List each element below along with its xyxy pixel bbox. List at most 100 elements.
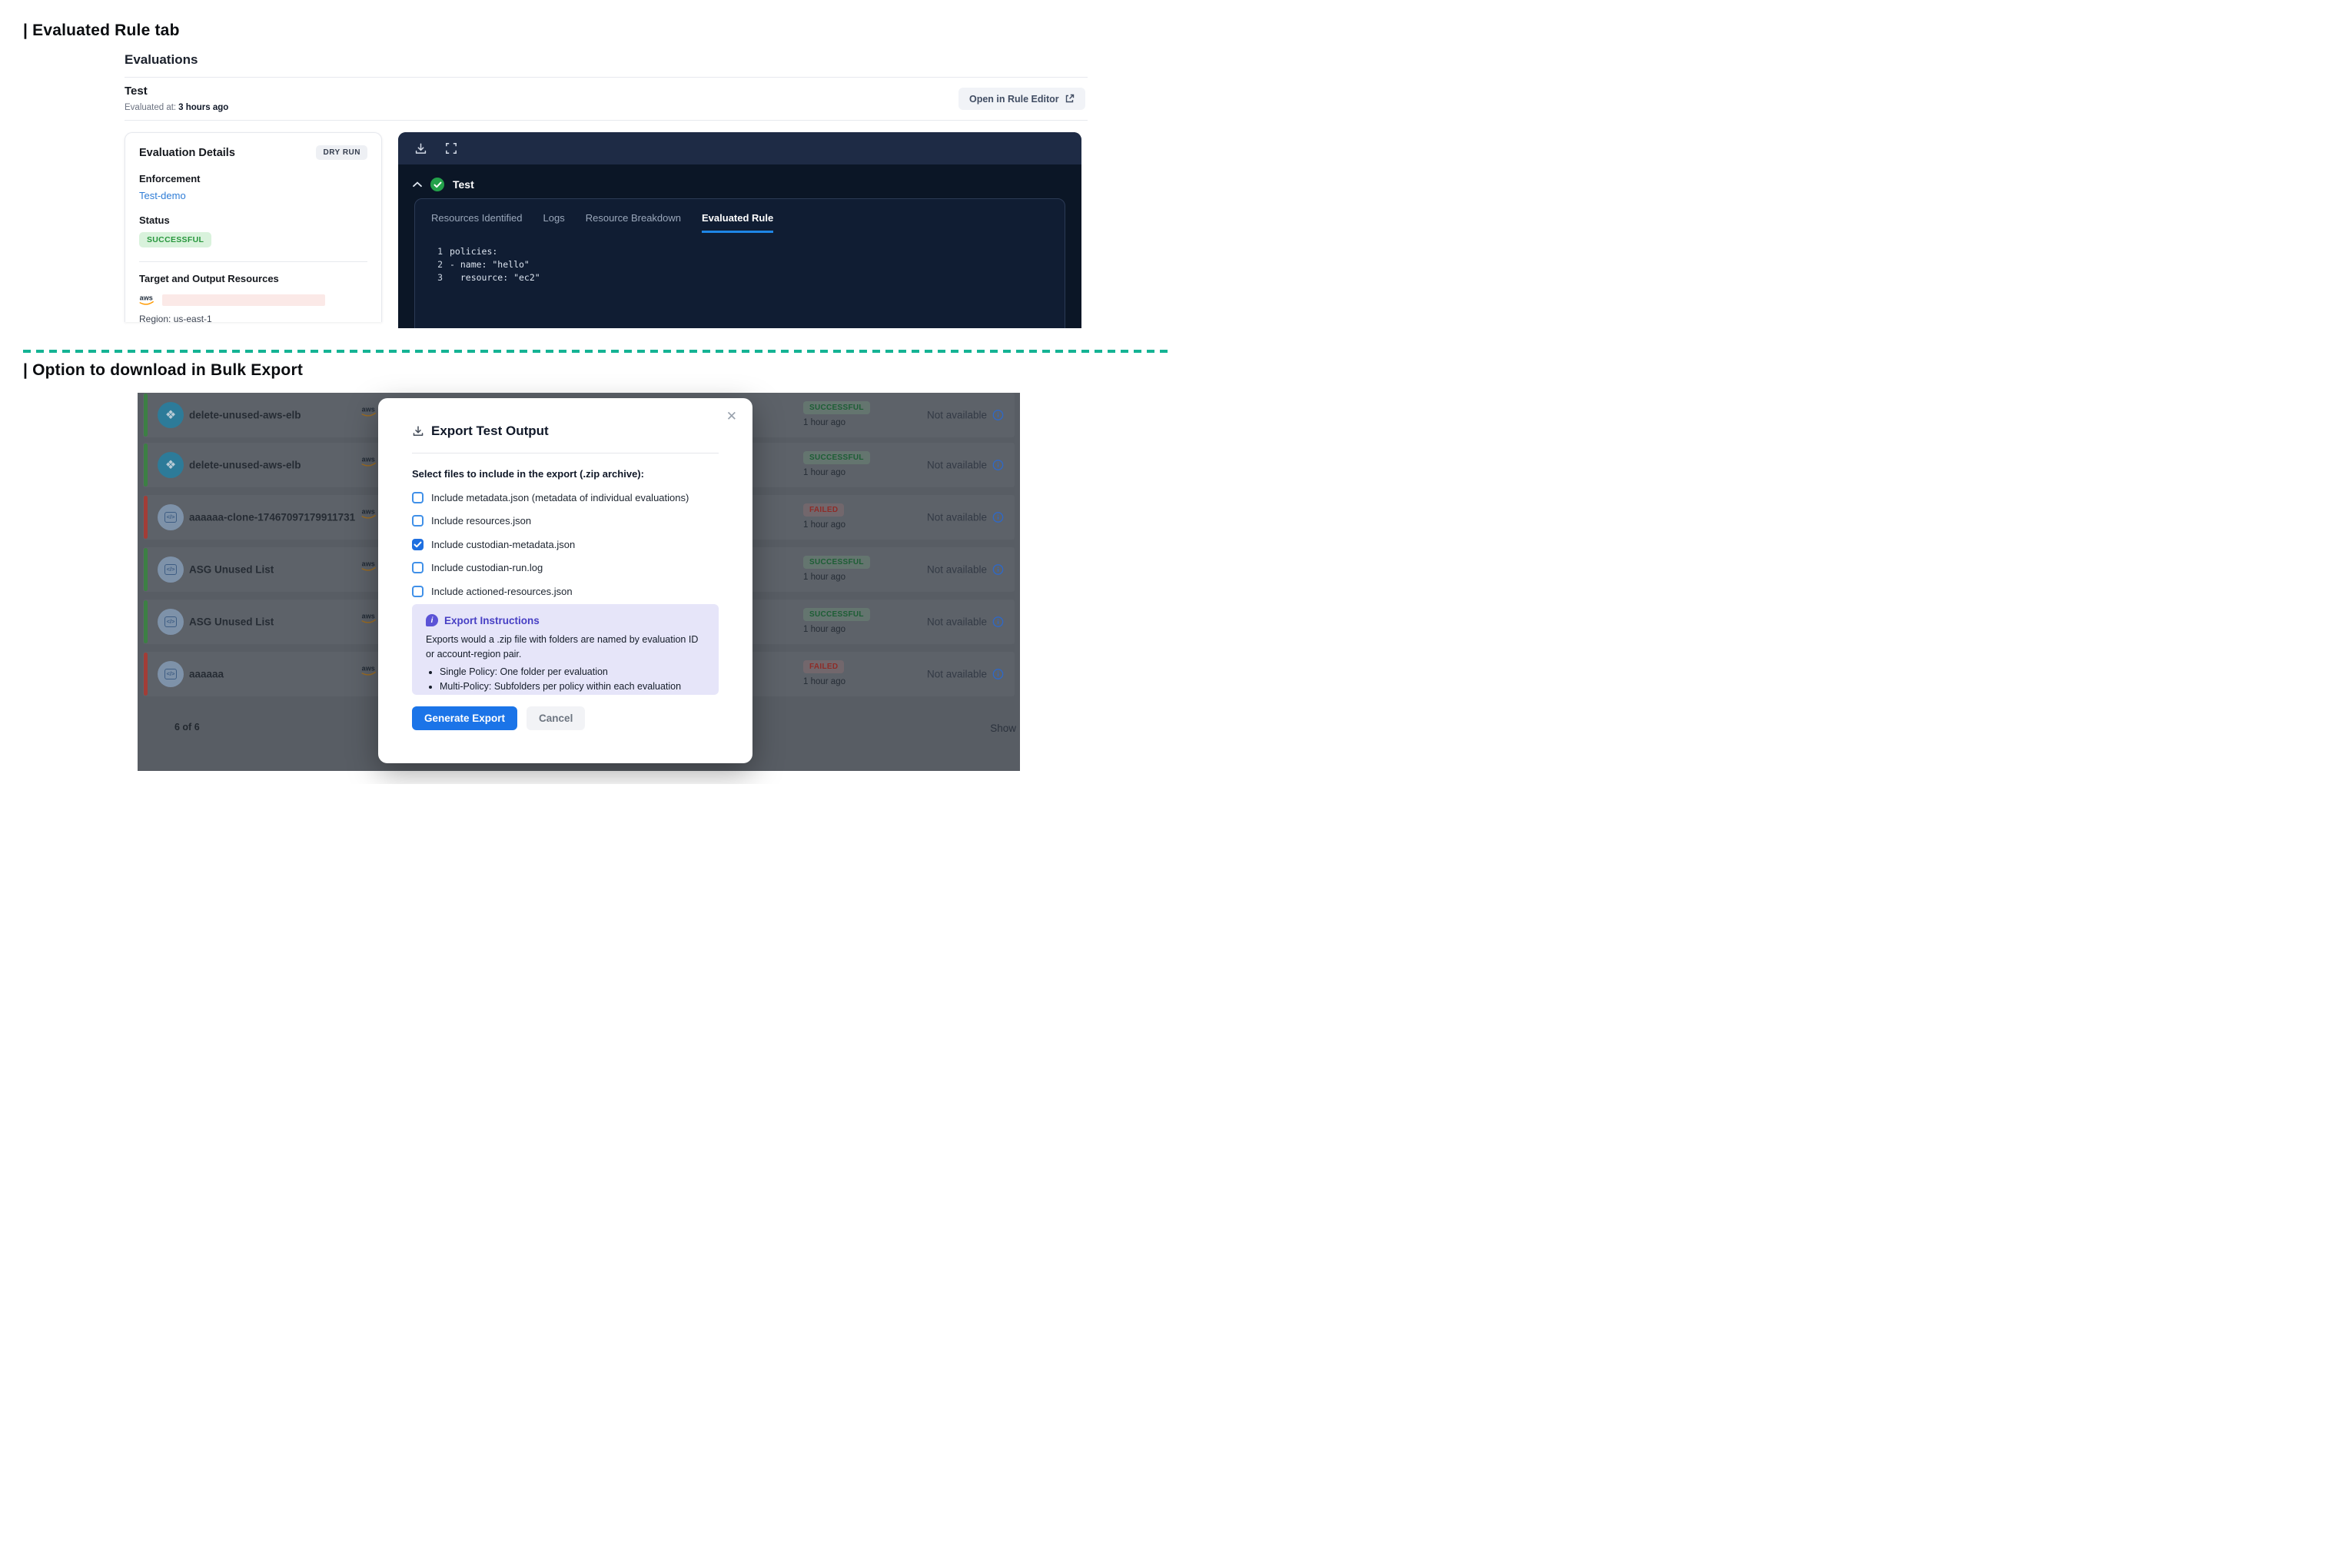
fullscreen-icon[interactable] <box>445 142 457 154</box>
checkbox-label: Include actioned-resources.json <box>431 585 573 597</box>
svg-text:aws: aws <box>362 456 375 463</box>
page: | Evaluated Rule tab Evaluations Test Ev… <box>0 0 1176 784</box>
status-color-bar <box>144 600 148 643</box>
aws-logo: aws <box>361 404 381 422</box>
show-page-size[interactable]: Show <box>990 723 1016 734</box>
viewer-tab-panel: Resources Identified Logs Resource Break… <box>414 198 1065 328</box>
availability-text: Not available <box>926 511 987 523</box>
evaluation-name: delete-unused-aws-elb <box>189 459 301 471</box>
svg-text:aws: aws <box>362 406 375 414</box>
evaluated-at: Evaluated at: 3 hours ago <box>125 103 228 112</box>
export-instructions-box: i Export Instructions Exports would a .z… <box>412 604 719 695</box>
evaluated-time: 1 hour ago <box>803 625 845 634</box>
status-cell: SUCCESSFUL 1 hour ago <box>803 554 870 582</box>
instructions-title: Export Instructions <box>444 614 540 626</box>
evaluated-at-label: Evaluated at: <box>125 103 177 112</box>
select-files-label: Select files to include in the export (.… <box>412 468 644 480</box>
instructions-bullet: Single Policy: One folder per evaluation <box>440 665 705 679</box>
info-icon[interactable] <box>992 512 1004 523</box>
checkbox-custodian-run-log[interactable] <box>412 562 424 574</box>
checkbox-row[interactable]: Include metadata.json (metadata of indiv… <box>412 486 689 510</box>
chevron-up-icon[interactable] <box>413 181 422 188</box>
tab-evaluated-rule[interactable]: Evaluated Rule <box>702 212 774 233</box>
svg-text:aws: aws <box>362 613 375 620</box>
viewer-group-name: Test <box>453 178 474 191</box>
info-icon[interactable] <box>992 410 1004 421</box>
checkbox-label: Include resources.json <box>431 515 532 527</box>
availability-text: Not available <box>926 668 987 680</box>
viewer-tabs: Resources Identified Logs Resource Break… <box>415 199 1065 233</box>
cancel-button[interactable]: Cancel <box>527 706 586 730</box>
status-cell: SUCCESSFUL 1 hour ago <box>803 450 870 477</box>
module-icon <box>158 452 184 478</box>
instructions-bullet: Multi-Policy: Subfolders per policy with… <box>440 679 705 694</box>
svg-text:aws: aws <box>140 294 153 302</box>
status-cell: FAILED 1 hour ago <box>803 659 845 686</box>
checkbox-custodian-metadata-json[interactable] <box>412 538 424 550</box>
checkbox-resources-json[interactable] <box>412 515 424 527</box>
region-text: Region: us-east-1 <box>139 314 212 324</box>
evaluations-title: Evaluations <box>125 52 198 67</box>
availability-text: Not available <box>926 409 987 421</box>
checkbox-label: Include custodian-run.log <box>431 562 543 574</box>
code-line: 3 resource: "ec2" <box>435 271 1065 284</box>
checkbox-label: Include custodian-metadata.json <box>431 538 576 550</box>
line-text: resource: "ec2" <box>450 272 540 283</box>
enforcement-label: Enforcement <box>139 173 201 184</box>
info-icon[interactable] <box>992 669 1004 680</box>
status-cell: SUCCESSFUL 1 hour ago <box>803 400 870 427</box>
status-color-bar <box>144 443 148 487</box>
checkbox-row[interactable]: Include resources.json <box>412 510 689 533</box>
generate-export-button[interactable]: Generate Export <box>412 706 518 730</box>
checkbox-metadata-json[interactable] <box>412 491 424 503</box>
export-test-output-modal: ✕ Export Test Output Select files to inc… <box>378 398 752 763</box>
success-check-icon <box>430 178 444 191</box>
info-icon[interactable] <box>992 460 1004 471</box>
pagination-count: 6 of 6 <box>174 722 200 733</box>
policy-icon <box>158 609 184 635</box>
status-color-bar <box>144 394 148 437</box>
availability-cell: Not available <box>927 564 1004 576</box>
aws-logo: aws <box>361 507 381 524</box>
status-cell: FAILED 1 hour ago <box>803 502 845 530</box>
redacted-text <box>162 294 325 306</box>
status-color-bar <box>144 653 148 696</box>
card-title: Evaluation Details <box>139 146 235 159</box>
divider <box>139 261 367 262</box>
close-icon[interactable]: ✕ <box>726 409 737 424</box>
checkbox-row[interactable]: Include custodian-run.log <box>412 556 689 580</box>
code-block: 1 policies: 2 - name: "hello" 3 resource: … <box>435 245 1065 284</box>
availability-text: Not available <box>926 459 987 471</box>
svg-text:aws: aws <box>362 560 375 568</box>
open-in-rule-editor-button[interactable]: Open in Rule Editor <box>958 88 1085 110</box>
external-link-icon <box>1065 94 1074 103</box>
code-line: 2 - name: "hello" <box>435 258 1065 271</box>
line-number: 2 <box>437 259 443 270</box>
info-icon[interactable] <box>992 564 1004 576</box>
line-text: policies: <box>450 246 498 257</box>
availability-cell: Not available <box>927 460 1004 471</box>
status-color-bar <box>144 496 148 539</box>
svg-text:aws: aws <box>362 508 375 516</box>
checkbox-row[interactable]: Include actioned-resources.json <box>412 580 689 603</box>
evaluated-time: 1 hour ago <box>803 418 845 427</box>
checkbox-actioned-resources-json[interactable] <box>412 585 424 597</box>
info-icon[interactable] <box>992 616 1004 628</box>
evaluation-name: aaaaaa <box>189 668 224 680</box>
tab-resource-breakdown[interactable]: Resource Breakdown <box>585 212 682 224</box>
tab-resources-identified[interactable]: Resources Identified <box>431 212 523 224</box>
enforcement-link[interactable]: Test-demo <box>139 190 186 201</box>
status-badge: SUCCESSFUL <box>139 232 212 247</box>
viewer-toolbar <box>398 132 1081 164</box>
checkbox-row[interactable]: Include custodian-metadata.json <box>412 533 689 556</box>
status-badge: SUCCESSFUL <box>803 451 870 464</box>
line-text: - name: "hello" <box>450 259 530 270</box>
aws-logo: aws <box>139 294 154 305</box>
dry-run-badge: DRY RUN <box>316 145 367 160</box>
status-badge: SUCCESSFUL <box>803 608 870 621</box>
tab-logs[interactable]: Logs <box>543 212 565 224</box>
section2-heading: | Option to download in Bulk Export <box>23 361 304 379</box>
download-icon[interactable] <box>414 142 427 155</box>
modal-title: Export Test Output <box>431 424 549 438</box>
section1-heading: | Evaluated Rule tab <box>23 22 180 39</box>
